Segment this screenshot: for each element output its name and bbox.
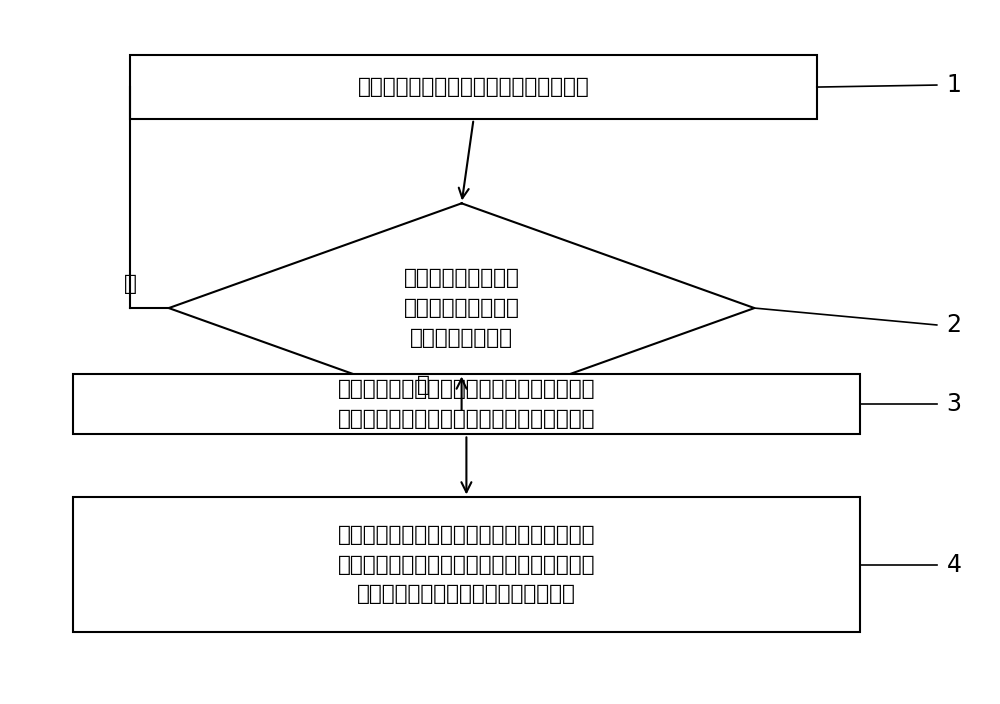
Bar [73, 374, 860, 434]
Text: 是: 是 [417, 375, 430, 395]
Bar [73, 497, 860, 632]
Text: 控制单元根据所述计算单元得出的所需电堆组
数量控制各电堆组工作状态，以使处于运行状
态的电堆组数量与所需电堆组数量相等: 控制单元根据所述计算单元得出的所需电堆组 数量控制各电堆组工作状态，以使处于运行… [338, 525, 595, 605]
Text: 3: 3 [946, 392, 961, 416]
Bar [130, 55, 817, 119]
Text: 检测单元检测液流电池系统实际输出功率: 检测单元检测液流电池系统实际输出功率 [358, 77, 589, 96]
Text: 计算单元根据液流电池系统实际输出功率和各
电堆组额定输出功率计算得出所需电堆组数量: 计算单元根据液流电池系统实际输出功率和各 电堆组额定输出功率计算得出所需电堆组数… [338, 379, 595, 429]
Text: 1: 1 [946, 73, 961, 97]
Text: 否: 否 [124, 275, 137, 294]
Text: 4: 4 [946, 553, 961, 577]
Text: 判断单元判断液流电
池系统实际输出功率
是否低于预设功率: 判断单元判断液流电 池系统实际输出功率 是否低于预设功率 [404, 268, 520, 348]
Text: 2: 2 [946, 313, 961, 337]
Polygon shape [169, 203, 754, 413]
